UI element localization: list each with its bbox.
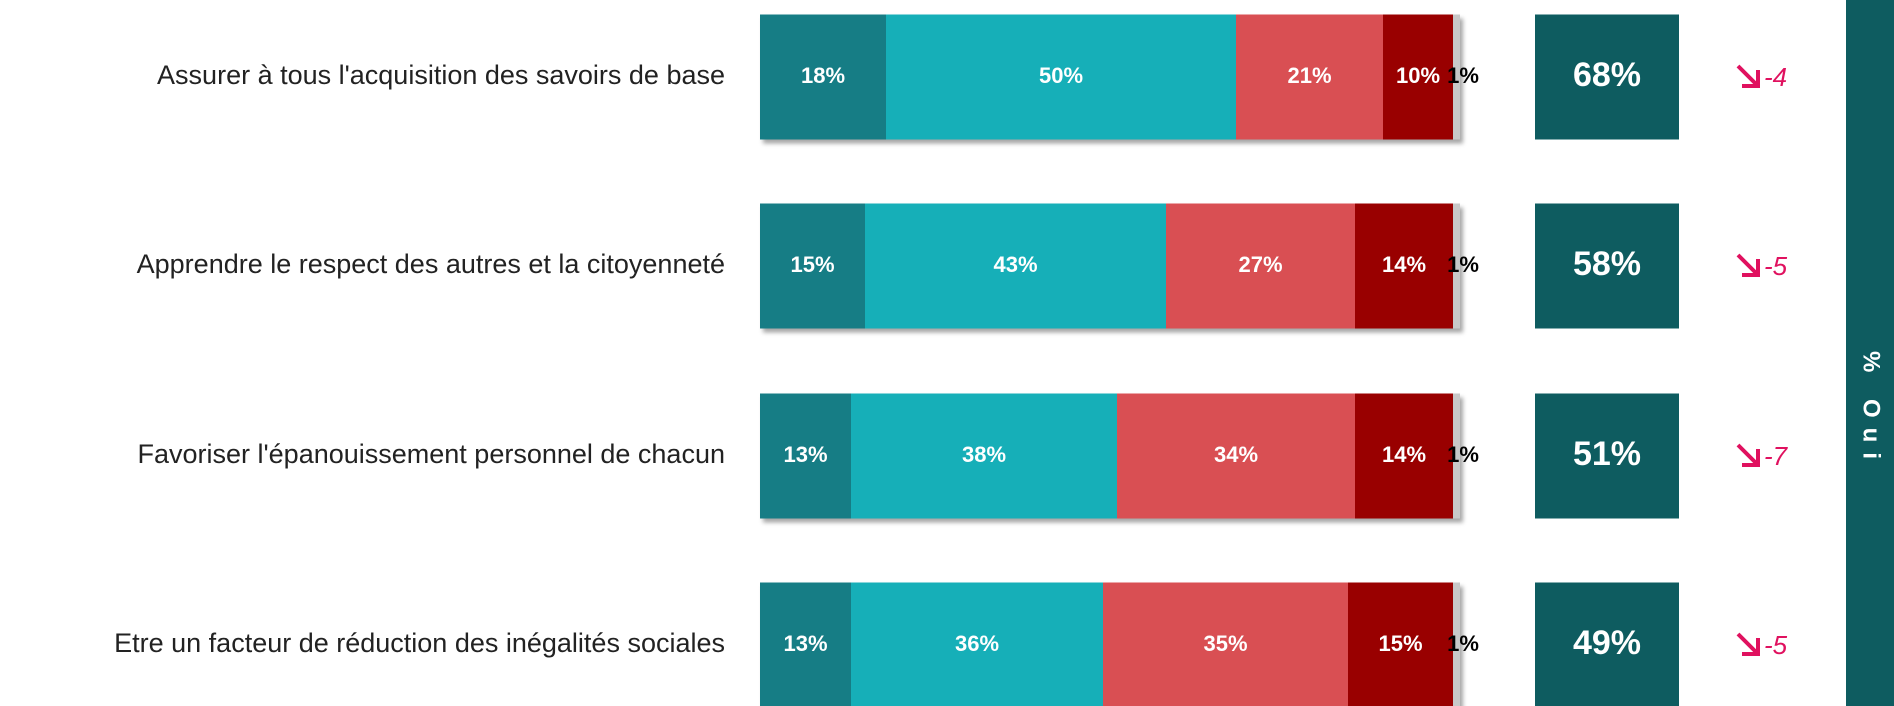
value-label: 43% bbox=[993, 252, 1037, 277]
value-label: 13% bbox=[783, 442, 827, 467]
bar-segment bbox=[1453, 203, 1460, 329]
bar-segment bbox=[1355, 203, 1453, 329]
bar-segment bbox=[1383, 14, 1453, 140]
value-label: 1% bbox=[1447, 631, 1479, 656]
bar-group bbox=[760, 393, 1460, 519]
value-label: 1% bbox=[1447, 63, 1479, 88]
bar-segment bbox=[886, 14, 1236, 140]
bar-segment bbox=[1117, 393, 1355, 519]
trend-arrow bbox=[1736, 632, 1760, 656]
bar-group bbox=[760, 582, 1460, 706]
trend-label: -5 bbox=[1764, 630, 1788, 660]
side-panel bbox=[1846, 0, 1894, 706]
trend-label: -7 bbox=[1764, 441, 1789, 471]
bar-segment bbox=[760, 14, 886, 140]
bar-segment bbox=[760, 393, 851, 519]
bar-segment bbox=[1453, 582, 1460, 706]
bar-group bbox=[760, 14, 1460, 140]
total-label: 51% bbox=[1573, 435, 1641, 473]
bar-segment bbox=[851, 582, 1103, 706]
bar-segment bbox=[1236, 14, 1383, 140]
bar-group bbox=[760, 203, 1460, 329]
value-label: 14% bbox=[1382, 442, 1426, 467]
value-label: 50% bbox=[1039, 63, 1083, 88]
trend-arrow bbox=[1736, 64, 1760, 88]
value-label: 1% bbox=[1447, 252, 1479, 277]
trend-label: -5 bbox=[1764, 251, 1788, 281]
total-label: 49% bbox=[1573, 624, 1641, 662]
category-label: Etre un facteur de réduction des inégali… bbox=[114, 628, 725, 658]
bar-segment bbox=[851, 393, 1117, 519]
trend-arrow bbox=[1736, 443, 1760, 467]
bar-segment bbox=[1355, 393, 1453, 519]
bar-segment bbox=[1453, 393, 1460, 519]
value-label: 27% bbox=[1238, 252, 1282, 277]
trend-arrow bbox=[1736, 253, 1760, 277]
value-label: 36% bbox=[955, 631, 999, 656]
value-label: 15% bbox=[790, 252, 834, 277]
bar-segment bbox=[760, 582, 851, 706]
category-label: Assurer à tous l'acquisition des savoirs… bbox=[157, 60, 725, 90]
bar-segment bbox=[1453, 14, 1460, 140]
total-box bbox=[1535, 14, 1679, 140]
value-label: 18% bbox=[801, 63, 845, 88]
value-label: 38% bbox=[962, 442, 1006, 467]
bar-segment bbox=[1348, 582, 1453, 706]
value-label: 13% bbox=[783, 631, 827, 656]
total-label: 68% bbox=[1573, 56, 1641, 94]
value-label: 10% bbox=[1396, 63, 1440, 88]
category-label: Favoriser l'épanouissement personnel de … bbox=[137, 439, 725, 469]
side-label: % Oui bbox=[1858, 351, 1885, 469]
trend-label: -4 bbox=[1764, 62, 1787, 92]
bar-segment bbox=[760, 203, 865, 329]
category-label: Apprendre le respect des autres et la ci… bbox=[137, 249, 725, 279]
total-box bbox=[1535, 203, 1679, 329]
value-label: 15% bbox=[1378, 631, 1422, 656]
total-box bbox=[1535, 393, 1679, 519]
bar-segment bbox=[1103, 582, 1348, 706]
value-label: 14% bbox=[1382, 252, 1426, 277]
bar-segment bbox=[865, 203, 1166, 329]
total-box bbox=[1535, 582, 1679, 706]
bar-segment bbox=[1166, 203, 1355, 329]
total-label: 58% bbox=[1573, 245, 1641, 283]
value-label: 21% bbox=[1287, 63, 1331, 88]
value-label: 34% bbox=[1214, 442, 1258, 467]
value-label: 35% bbox=[1203, 631, 1247, 656]
value-label: 1% bbox=[1447, 442, 1479, 467]
